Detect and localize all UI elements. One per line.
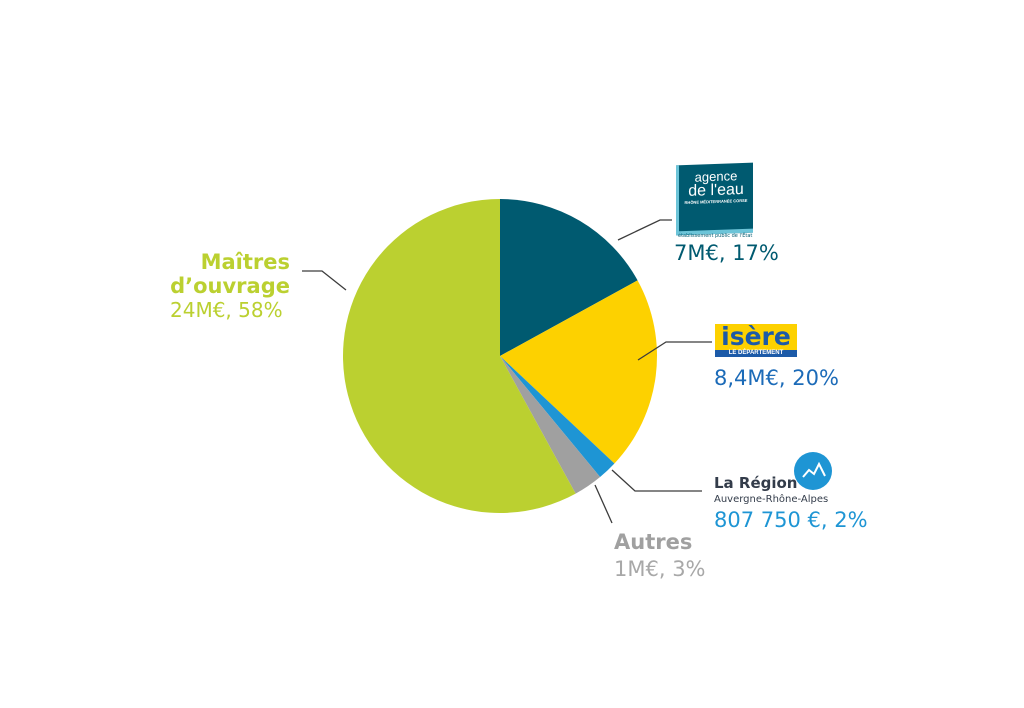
leader-autres xyxy=(594,484,613,524)
label-maitres-line1: Maîtres xyxy=(200,250,290,274)
pie-slice-4 xyxy=(342,199,576,513)
leader-region xyxy=(611,469,702,492)
label-autres: Autres xyxy=(614,530,693,554)
pie-slice-0 xyxy=(500,199,638,356)
label-maitres-line2: d’ouvrage xyxy=(170,274,290,298)
region-logo-icon xyxy=(794,452,832,490)
region-sub: Auvergne-Rhône-Alpes xyxy=(714,494,829,505)
pie-slice-1 xyxy=(500,280,657,464)
value-maitres: 24M€, 58% xyxy=(170,298,283,322)
pie-slice-3 xyxy=(500,356,601,494)
leader-isere xyxy=(637,341,712,361)
pie-slice-2 xyxy=(500,356,615,477)
value-region: 807 750 €, 2% xyxy=(714,508,868,532)
leader-agence xyxy=(617,219,672,241)
value-isere: 8,4M€, 20% xyxy=(714,366,839,390)
region-name: La Région xyxy=(714,474,798,492)
agence-eau-logo: agence de l'eau RHÔNE MÉDITERRANÉE CORSE xyxy=(676,162,753,236)
value-autres: 1M€, 3% xyxy=(614,557,706,581)
agence-logo-tagline: établissement public de l'État xyxy=(678,233,753,239)
value-agence: 7M€, 17% xyxy=(674,241,779,265)
isere-logo: isère LE DÉPARTEMENT xyxy=(715,324,797,357)
leader-maitres xyxy=(302,270,347,291)
